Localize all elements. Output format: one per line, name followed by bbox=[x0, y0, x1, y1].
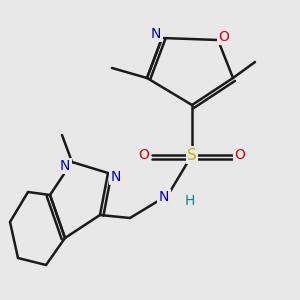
Text: O: O bbox=[235, 148, 245, 162]
Text: N: N bbox=[60, 159, 70, 173]
Text: O: O bbox=[219, 30, 230, 44]
Text: N: N bbox=[151, 27, 161, 41]
Text: H: H bbox=[185, 194, 195, 208]
Text: S: S bbox=[187, 148, 197, 163]
Text: N: N bbox=[159, 190, 169, 204]
Text: O: O bbox=[139, 148, 149, 162]
Text: N: N bbox=[111, 170, 121, 184]
